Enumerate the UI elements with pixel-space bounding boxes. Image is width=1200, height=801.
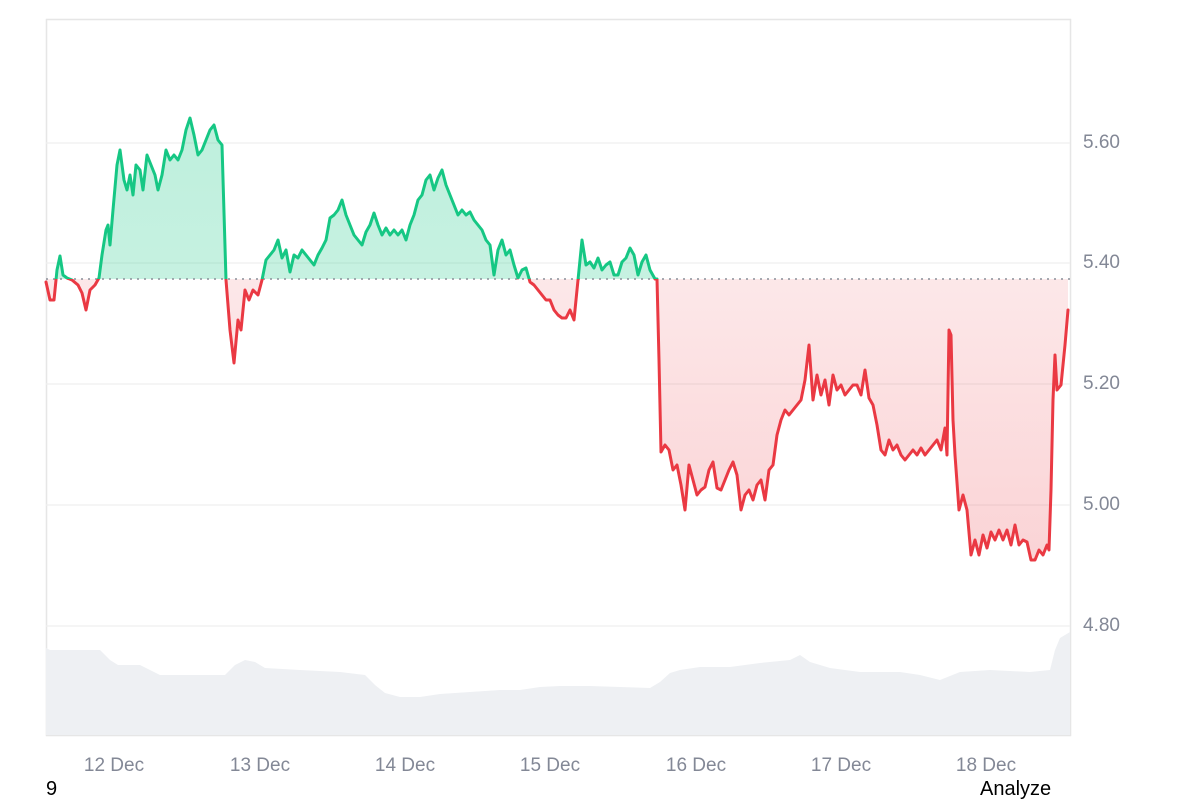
x-tick-label: 13 Dec bbox=[229, 755, 291, 776]
y-tick-label: 5.20 bbox=[1083, 373, 1120, 394]
chart-frame bbox=[45, 18, 1072, 737]
x-tick-label: 12 Dec bbox=[83, 755, 145, 776]
x-tick-label: 18 Dec bbox=[955, 755, 1017, 776]
negative-area-fill bbox=[46, 279, 1068, 560]
y-tick-label: 5.40 bbox=[1083, 252, 1120, 273]
x-tick-label: 14 Dec bbox=[374, 755, 436, 776]
footer-left-label: 9 bbox=[46, 778, 58, 800]
analyze-button[interactable]: Analyze bbox=[980, 778, 1052, 800]
y-tick-label: 5.00 bbox=[1083, 494, 1120, 515]
y-tick-label: 4.80 bbox=[1083, 615, 1120, 636]
price-line-positive bbox=[54, 116, 659, 279]
y-tick-label: 5.60 bbox=[1083, 132, 1120, 153]
positive-area-fill bbox=[46, 118, 1068, 279]
x-tick-label: 17 Dec bbox=[810, 755, 872, 776]
price-line-negative bbox=[44, 279, 1070, 562]
volume-area bbox=[46, 632, 1070, 735]
x-tick-label: 15 Dec bbox=[519, 755, 581, 776]
x-tick-label: 16 Dec bbox=[665, 755, 727, 776]
